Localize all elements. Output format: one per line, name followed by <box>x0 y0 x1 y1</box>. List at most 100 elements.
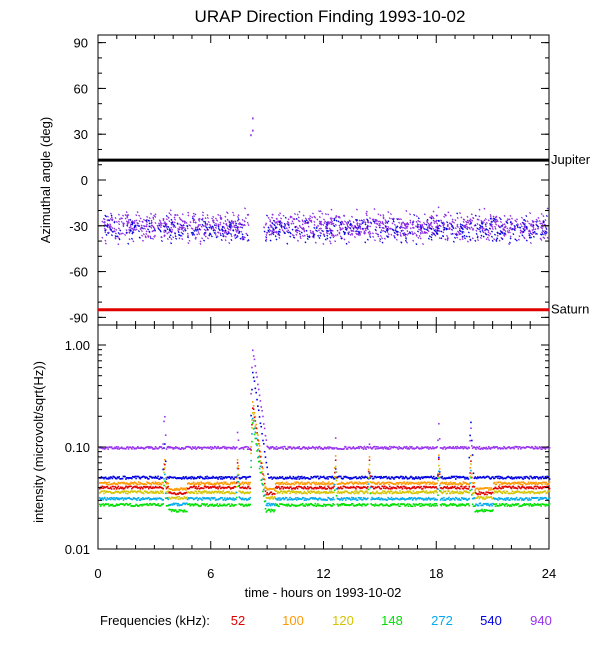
azimuth-point <box>298 224 301 227</box>
azimuth-point <box>221 229 225 232</box>
intensity-point-540 <box>351 477 354 480</box>
intensity-point-120 <box>166 492 169 495</box>
intensity-point-120 <box>332 491 334 494</box>
intensity-point-100 <box>427 481 430 484</box>
intensity-point-100 <box>245 481 247 484</box>
azimuth-point <box>409 219 412 222</box>
azimuth-point <box>387 225 390 229</box>
intensity-point-52 <box>305 487 307 490</box>
azimuth-point <box>110 216 113 219</box>
intensity-point-52 <box>497 487 499 490</box>
intensity-point-940 <box>450 447 453 449</box>
azimuth-point <box>430 233 433 236</box>
azimuth-point <box>435 220 438 223</box>
azimuth-point <box>149 237 152 240</box>
azimuth-point <box>508 227 511 230</box>
intensity-point-120 <box>458 492 460 495</box>
azimuth-point <box>366 225 369 228</box>
azimuth-point <box>382 217 385 220</box>
intensity-point-272 <box>163 478 165 480</box>
azimuth-point <box>272 219 275 222</box>
intensity-point-52 <box>455 487 458 490</box>
intensity-point-540 <box>392 477 394 479</box>
azimuth-point <box>103 221 106 224</box>
intensity-point-52 <box>335 476 338 479</box>
intensity-point-540 <box>471 439 473 442</box>
azimuth-point <box>393 234 396 237</box>
intensity-point-540 <box>388 476 390 478</box>
intensity-point-540 <box>191 476 194 479</box>
intensity-point-120 <box>202 491 205 494</box>
intensity-point-52 <box>143 485 146 488</box>
intensity-point-272 <box>170 503 173 506</box>
intensity-point-272 <box>248 498 251 501</box>
azimuth-point <box>277 214 280 217</box>
intensity-point-272 <box>282 497 285 499</box>
intensity-point-120 <box>168 496 170 499</box>
intensity-point-100 <box>263 478 266 481</box>
intensity-point-540 <box>272 477 274 479</box>
intensity-point-52 <box>399 486 401 489</box>
intensity-point-120 <box>177 498 180 500</box>
azimuth-point <box>504 232 507 235</box>
intensity-point-52 <box>258 450 261 452</box>
intensity-point-100 <box>274 483 277 485</box>
azimuth-point <box>444 238 447 241</box>
intensity-point-272 <box>283 498 285 501</box>
intensity-point-120 <box>283 490 285 492</box>
intensity-point-120 <box>469 475 471 478</box>
intensity-point-120 <box>411 492 414 495</box>
azimuth-point <box>334 240 337 243</box>
intensity-point-540 <box>360 477 362 480</box>
intensity-point-940 <box>279 446 282 449</box>
intensity-point-120 <box>98 492 101 494</box>
intensity-point-100 <box>441 481 444 484</box>
intensity-point-52 <box>388 487 390 490</box>
intensity-point-120 <box>361 490 363 492</box>
azimuth-point <box>415 234 418 237</box>
intensity-point-120 <box>496 491 498 494</box>
azimuth-point <box>491 227 494 230</box>
azimuth-point <box>496 220 499 223</box>
azimuth-point <box>241 218 244 221</box>
azimuth-point <box>523 218 526 222</box>
intensity-point-120 <box>138 490 141 493</box>
azimuth-point <box>338 226 342 229</box>
intensity-point-272 <box>212 497 214 500</box>
intensity-point-52 <box>361 486 364 489</box>
azimuth-point <box>219 234 222 237</box>
intensity-point-100 <box>410 481 413 484</box>
intensity-point-52 <box>213 485 216 488</box>
azimuth-point <box>450 233 453 236</box>
intensity-point-52 <box>216 486 219 488</box>
intensity-point-120 <box>504 492 507 495</box>
azimuth-point <box>239 237 242 240</box>
intensity-point-100 <box>190 483 192 485</box>
azimuth-point <box>168 228 171 231</box>
intensity-point-940 <box>455 447 458 450</box>
azimuth-point <box>514 238 517 241</box>
azimuth-point <box>185 221 188 224</box>
intensity-point-120 <box>547 490 549 493</box>
azimuth-point <box>301 234 304 238</box>
intensity-point-100 <box>339 482 341 485</box>
intensity-point-940 <box>115 447 117 450</box>
azimuth-point <box>497 224 500 227</box>
intensity-point-940 <box>492 446 494 449</box>
azimuth-point <box>109 225 112 228</box>
azimuth-point <box>110 214 113 217</box>
intensity-point-100 <box>476 487 478 490</box>
intensity-point-100 <box>118 482 120 485</box>
intensity-point-540 <box>163 447 165 449</box>
azimuth-point <box>246 221 249 224</box>
intensity-point-100 <box>239 483 241 486</box>
intensity-point-540 <box>159 476 162 478</box>
azimuth-point <box>442 223 445 226</box>
intensity-point-272 <box>235 491 238 494</box>
intensity-point-940 <box>172 448 175 450</box>
intensity-point-100 <box>372 481 375 484</box>
azimuth-point <box>275 217 278 220</box>
intensity-point-52 <box>413 485 416 488</box>
intensity-point-100 <box>115 483 117 486</box>
intensity-point-540 <box>123 475 126 478</box>
